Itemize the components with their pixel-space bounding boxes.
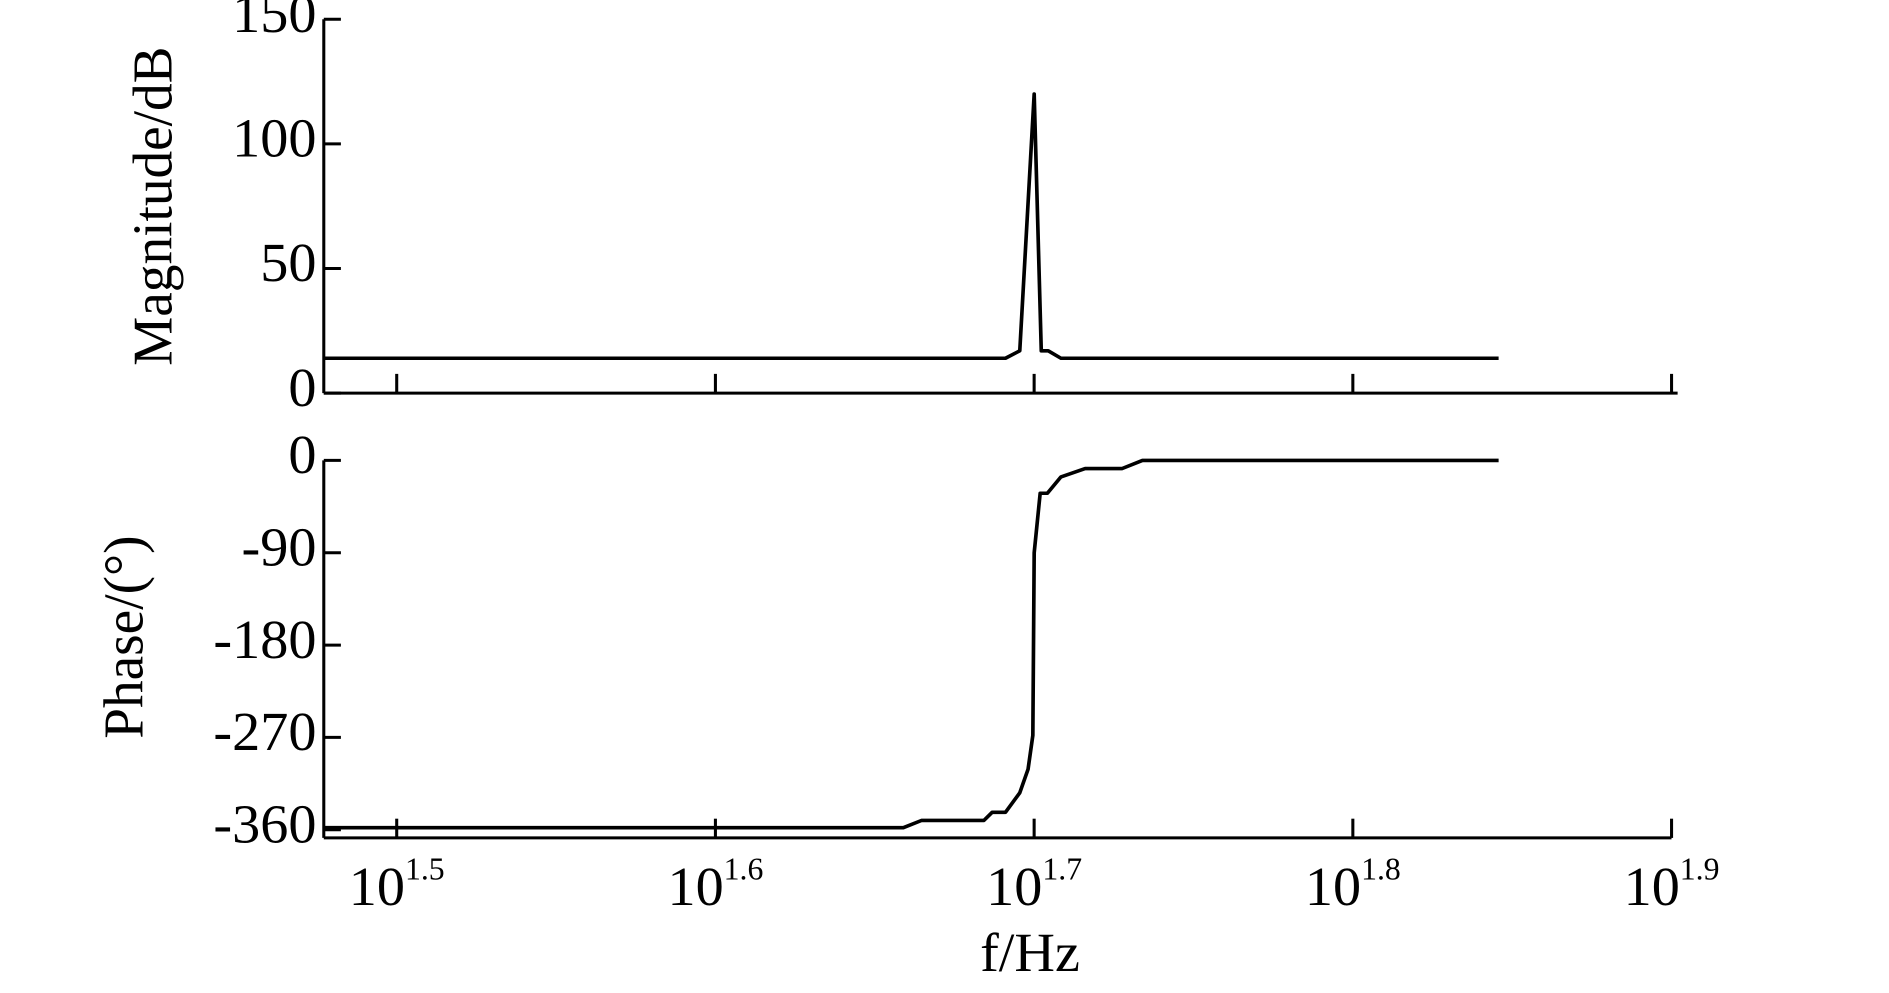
y-tick-label: 150 — [232, 0, 316, 45]
x-tick-label: 101.9 — [1624, 852, 1720, 917]
x-tick-base: 10 — [1624, 856, 1680, 917]
x-tick-label: 101.5 — [349, 852, 445, 917]
x-tick-label: 101.8 — [1305, 852, 1401, 917]
y-tick-label: -360 — [213, 794, 316, 855]
y-tick-label: -90 — [242, 517, 317, 578]
y-tick-label: -180 — [213, 609, 316, 670]
data-line — [323, 458, 1499, 830]
x-tick-label: 101.7 — [986, 852, 1082, 917]
x-tick-exponent: 1.6 — [724, 852, 764, 887]
y-axis-label: Magnitude/dB — [122, 46, 185, 365]
x-tick-base: 10 — [349, 856, 405, 917]
y-axis-label: Phase/(°) — [93, 535, 156, 738]
y-tick-label: 0 — [288, 425, 316, 486]
y-tick-label: 0 — [288, 357, 316, 418]
x-axis-label: f/Hz — [980, 922, 1080, 983]
y-tick-label: -270 — [213, 701, 316, 762]
x-tick-exponent: 1.5 — [405, 852, 445, 887]
x-tick-base: 10 — [986, 856, 1042, 917]
data-line — [323, 92, 1499, 361]
x-tick-base: 10 — [667, 856, 723, 917]
x-tick-label: 101.6 — [667, 852, 763, 917]
y-tick-label: 100 — [232, 108, 316, 169]
x-tick-base: 10 — [1305, 856, 1361, 917]
x-tick-exponent: 1.8 — [1361, 852, 1401, 887]
x-tick-exponent: 1.9 — [1680, 852, 1720, 887]
x-tick-exponent: 1.7 — [1042, 852, 1082, 887]
y-tick-label: 50 — [260, 233, 316, 294]
